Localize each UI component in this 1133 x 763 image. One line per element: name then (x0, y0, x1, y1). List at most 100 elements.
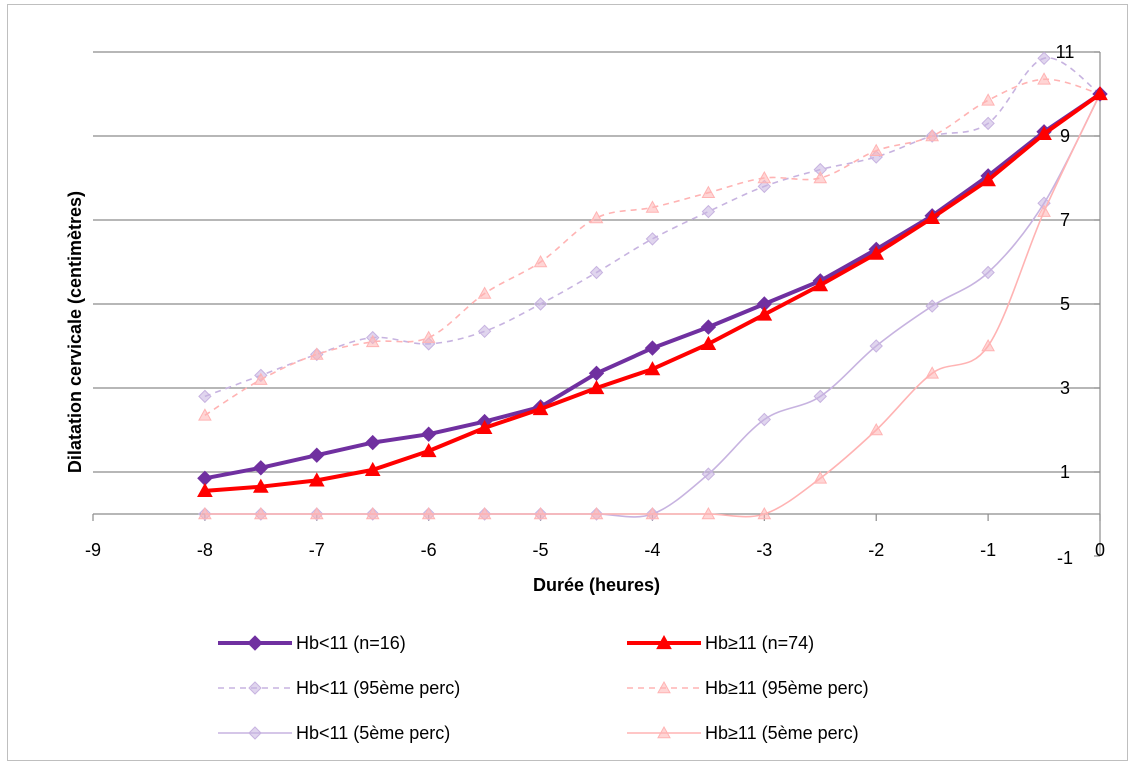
data-point (589, 210, 604, 224)
x-tick-labels: -9 -8 -7 -6 -5 -4 -3 -2 -1 0 (85, 540, 1105, 560)
series-line (204, 93, 1101, 518)
data-point (813, 170, 828, 184)
data-point (869, 422, 884, 436)
x-tick-label: -6 (421, 540, 437, 560)
data-point (365, 434, 381, 451)
data-point (925, 366, 940, 379)
legend-item: Hb≥11 (5ème perc) (627, 723, 859, 743)
data-point (477, 286, 492, 299)
data-point (589, 265, 604, 280)
x-tick-label: -1 (980, 540, 996, 560)
data-point (981, 93, 995, 106)
data-point (757, 170, 772, 184)
data-point (813, 471, 828, 484)
legend-marker (657, 725, 671, 739)
data-point (588, 379, 605, 395)
legend-item: Hb≥11 (95ème perc) (627, 678, 869, 698)
data-point (533, 254, 548, 268)
y-tick-label: 5 (1060, 294, 1070, 314)
x-tick-label: -2 (868, 540, 884, 560)
legend-item: Hb<11 (5ème perc) (218, 723, 450, 743)
data-point (420, 442, 437, 458)
y-tick-label: 11 (1056, 42, 1075, 62)
legend-item: Hb≥11 (n=74) (627, 633, 814, 653)
data-point (925, 128, 940, 142)
x-tick-label: -9 (85, 540, 101, 560)
data-point (309, 506, 324, 520)
data-point (644, 361, 661, 376)
data-point (981, 265, 995, 280)
data-point (198, 389, 212, 404)
series-5 (198, 86, 1107, 520)
series-line (204, 92, 1102, 481)
data-point (701, 204, 716, 219)
data-point (197, 482, 213, 497)
data-point (868, 245, 885, 260)
legend-marker (247, 635, 263, 651)
data-point (869, 339, 883, 353)
y-axis-title: Dilatation cervicale (centimètres) (65, 191, 85, 473)
legend-label: Hb<11 (5ème perc) (296, 723, 450, 743)
x-tick-label: -4 (644, 540, 660, 560)
data-point (756, 306, 773, 321)
data-point (980, 172, 996, 187)
x-axis-title: Durée (heures) (533, 575, 660, 595)
series-1 (197, 85, 1108, 497)
series-line (204, 78, 1101, 416)
legend-marker (248, 726, 262, 740)
data-point (253, 460, 269, 476)
data-point (700, 335, 717, 350)
data-point (645, 200, 660, 213)
data-point (365, 506, 380, 520)
legend-marker (656, 634, 672, 650)
x-tick-label: -8 (197, 540, 213, 560)
y-tick-label: 7 (1060, 210, 1070, 230)
legend-marker (248, 681, 262, 695)
x-tick-label: -5 (533, 540, 549, 560)
legend-marker (657, 680, 671, 694)
data-point (757, 506, 772, 520)
data-point (198, 506, 212, 520)
series-3 (198, 72, 1107, 421)
y-tick-label: 3 (1060, 378, 1070, 398)
data-point (645, 506, 660, 520)
legend-label: Hb≥11 (n=74) (705, 633, 814, 653)
series-line (204, 93, 1101, 518)
data-point (477, 506, 492, 520)
data-point (309, 347, 324, 360)
data-point (420, 426, 437, 442)
y-tick-label: -1 (1057, 548, 1073, 568)
y-tick-marks (1094, 51, 1100, 557)
data-point (925, 299, 939, 313)
y-tick-labels: -1 1 3 5 7 9 11 (1056, 42, 1075, 568)
data-point (365, 334, 380, 348)
data-point (981, 338, 995, 352)
data-point (1036, 125, 1052, 140)
data-point (532, 400, 549, 416)
legend-label: Hb≥11 (5ème perc) (705, 723, 859, 743)
data-point (701, 185, 716, 198)
data-point (1037, 72, 1051, 85)
data-point (924, 209, 941, 224)
data-point (813, 389, 827, 404)
data-point (1037, 204, 1051, 217)
data-point (757, 179, 772, 194)
series-line (204, 57, 1101, 398)
data-point (1037, 51, 1051, 66)
data-point (533, 297, 548, 311)
data-point (252, 478, 269, 493)
data-point (589, 506, 604, 520)
data-point (477, 324, 492, 339)
data-point (308, 472, 325, 487)
data-point (757, 412, 772, 427)
data-point (253, 372, 268, 385)
x-tick-label: 0 (1095, 540, 1105, 560)
data-point (309, 447, 325, 463)
data-point (981, 116, 995, 131)
data-point (645, 232, 660, 246)
data-point (421, 330, 436, 343)
legend: Hb<11 (n=16) Hb≥11 (n=74) Hb<11 (95ème per… (218, 633, 869, 743)
series-0 (197, 86, 1108, 487)
data-point (869, 143, 884, 156)
legend-item: Hb<11 (95ème perc) (218, 678, 460, 698)
